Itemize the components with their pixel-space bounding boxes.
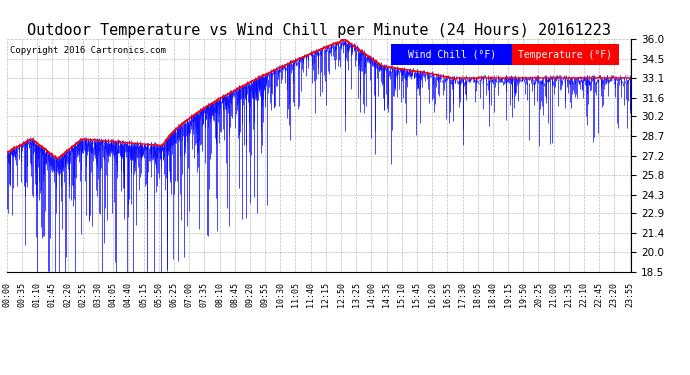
Text: Copyright 2016 Cartronics.com: Copyright 2016 Cartronics.com bbox=[10, 46, 166, 56]
Title: Outdoor Temperature vs Wind Chill per Minute (24 Hours) 20161223: Outdoor Temperature vs Wind Chill per Mi… bbox=[27, 23, 611, 38]
Text: Wind Chill (°F): Wind Chill (°F) bbox=[408, 50, 495, 60]
Text: Temperature (°F): Temperature (°F) bbox=[518, 50, 613, 60]
FancyBboxPatch shape bbox=[512, 44, 619, 65]
FancyBboxPatch shape bbox=[391, 44, 512, 65]
